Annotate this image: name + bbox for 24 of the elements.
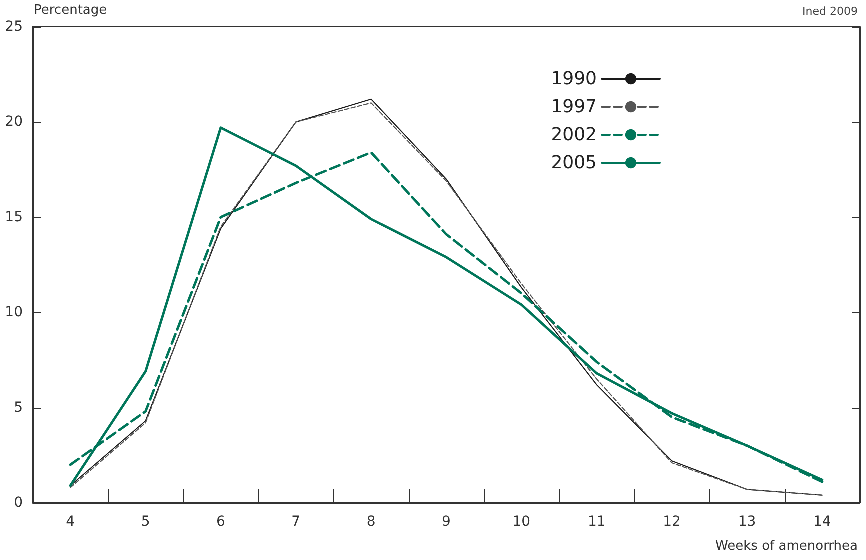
legend-label: 1997 [551, 96, 597, 118]
x-tick-label: 11 [588, 514, 606, 530]
legend-label: 2002 [551, 124, 597, 146]
y-tick-label: 20 [5, 114, 23, 130]
y-tick-label: 15 [5, 209, 23, 226]
x-tick-label: 13 [738, 514, 756, 530]
y-tick-label: 0 [14, 495, 23, 511]
y-tick-label: 25 [5, 19, 23, 35]
x-tick-label: 4 [66, 514, 76, 530]
x-tick-label: 9 [442, 514, 451, 530]
x-tick-label: 10 [512, 514, 531, 530]
y-axis-title: Percentage [34, 3, 108, 18]
x-tick-label: 6 [216, 514, 226, 530]
y-tick-label: 10 [5, 304, 23, 321]
x-axis-title: Weeks of amenorrhea [716, 539, 858, 554]
y-tick-label: 5 [14, 400, 23, 416]
x-tick-label: 7 [292, 514, 301, 530]
legend-label: 1990 [551, 68, 597, 90]
x-tick-label: 5 [141, 514, 150, 530]
text: Ined 2009 [802, 5, 858, 18]
x-tick-label: 14 [813, 514, 832, 530]
x-tick-label: 12 [663, 514, 681, 530]
x-tick-label: 8 [366, 514, 376, 530]
legend-label: 2005 [551, 152, 597, 174]
